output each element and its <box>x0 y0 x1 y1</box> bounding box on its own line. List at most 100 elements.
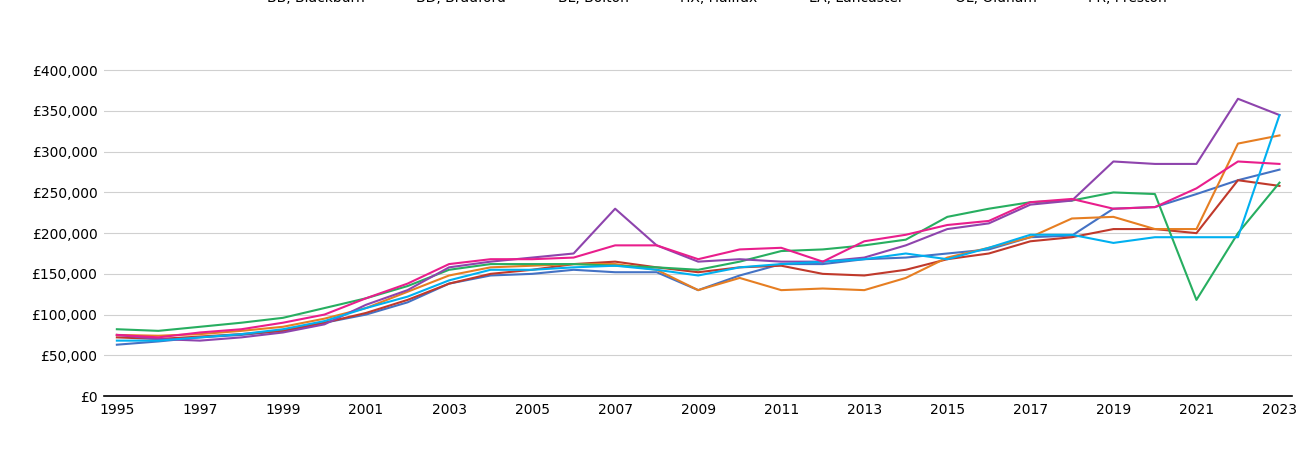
LA, Lancaster <box>192 338 207 343</box>
LA, Lancaster <box>1231 96 1246 102</box>
HX, Halifax <box>317 306 333 311</box>
LA, Lancaster <box>399 288 415 293</box>
BD, Bradford <box>690 270 706 275</box>
HX, Halifax <box>110 327 125 332</box>
LA, Lancaster <box>940 226 955 232</box>
BD, Bradford <box>940 256 955 262</box>
HX, Halifax <box>1105 190 1121 195</box>
BL, Bolton <box>1189 226 1205 232</box>
LA, Lancaster <box>1064 198 1079 203</box>
OL, Oldham <box>441 278 457 283</box>
PR, Preston <box>566 255 582 260</box>
BD, Bradford <box>317 320 333 325</box>
HX, Halifax <box>1231 230 1246 236</box>
BB, Blackburn <box>1147 204 1163 210</box>
BL, Bolton <box>649 267 664 273</box>
LA, Lancaster <box>358 302 373 307</box>
HX, Halifax <box>566 261 582 267</box>
OL, Oldham <box>607 263 622 268</box>
OL, Oldham <box>649 267 664 273</box>
BD, Bradford <box>525 267 540 273</box>
LA, Lancaster <box>483 259 499 264</box>
LA, Lancaster <box>814 259 830 264</box>
Legend: BB, Blackburn, BD, Bradford, BL, Bolton, HX, Halifax, LA, Lancaster, OL, Oldham,: BB, Blackburn, BD, Bradford, BL, Bolton,… <box>224 0 1172 11</box>
HX, Halifax <box>358 296 373 301</box>
BB, Blackburn <box>981 247 997 252</box>
HX, Halifax <box>441 267 457 273</box>
HX, Halifax <box>1189 297 1205 302</box>
BL, Bolton <box>690 288 706 293</box>
HX, Halifax <box>399 284 415 289</box>
BB, Blackburn <box>525 271 540 277</box>
HX, Halifax <box>1147 191 1163 197</box>
OL, Oldham <box>898 251 913 256</box>
PR, Preston <box>690 256 706 262</box>
BD, Bradford <box>358 310 373 315</box>
BB, Blackburn <box>399 300 415 305</box>
OL, Oldham <box>690 273 706 278</box>
PR, Preston <box>525 256 540 262</box>
PR, Preston <box>940 222 955 228</box>
BB, Blackburn <box>150 339 166 344</box>
HX, Halifax <box>275 315 291 320</box>
PR, Preston <box>399 281 415 286</box>
PR, Preston <box>981 218 997 224</box>
BD, Bradford <box>898 267 913 273</box>
BD, Bradford <box>275 328 291 333</box>
PR, Preston <box>1189 186 1205 191</box>
LA, Lancaster <box>774 259 790 264</box>
BL, Bolton <box>1231 141 1246 146</box>
OL, Oldham <box>940 256 955 262</box>
BB, Blackburn <box>732 273 748 278</box>
OL, Oldham <box>317 319 333 324</box>
BD, Bradford <box>981 251 997 256</box>
Line: BB, Blackburn: BB, Blackburn <box>117 170 1279 345</box>
PR, Preston <box>898 232 913 238</box>
PR, Preston <box>441 261 457 267</box>
Line: BL, Bolton: BL, Bolton <box>117 135 1279 336</box>
LA, Lancaster <box>566 251 582 256</box>
LA, Lancaster <box>1189 161 1205 166</box>
OL, Oldham <box>774 261 790 267</box>
LA, Lancaster <box>150 336 166 342</box>
BB, Blackburn <box>566 267 582 273</box>
HX, Halifax <box>150 328 166 333</box>
BB, Blackburn <box>1271 167 1287 172</box>
HX, Halifax <box>649 265 664 270</box>
BB, Blackburn <box>234 332 249 338</box>
BB, Blackburn <box>649 270 664 275</box>
BD, Bradford <box>1231 177 1246 183</box>
PR, Preston <box>732 247 748 252</box>
BL, Bolton <box>981 245 997 251</box>
HX, Halifax <box>1271 180 1287 185</box>
OL, Oldham <box>1023 232 1039 238</box>
HX, Halifax <box>1023 199 1039 205</box>
LA, Lancaster <box>649 243 664 248</box>
BL, Bolton <box>566 261 582 267</box>
BL, Bolton <box>192 331 207 337</box>
HX, Halifax <box>856 243 872 248</box>
BB, Blackburn <box>898 255 913 260</box>
BB, Blackburn <box>1023 234 1039 240</box>
BL, Bolton <box>441 273 457 278</box>
BB, Blackburn <box>317 320 333 325</box>
OL, Oldham <box>150 338 166 343</box>
OL, Oldham <box>814 259 830 264</box>
LA, Lancaster <box>110 332 125 338</box>
HX, Halifax <box>940 214 955 220</box>
LA, Lancaster <box>441 265 457 270</box>
Line: PR, Preston: PR, Preston <box>117 162 1279 338</box>
BL, Bolton <box>1271 133 1287 138</box>
BL, Bolton <box>898 275 913 281</box>
BD, Bradford <box>1271 183 1287 189</box>
LA, Lancaster <box>1147 161 1163 166</box>
HX, Halifax <box>774 248 790 254</box>
BL, Bolton <box>774 288 790 293</box>
BD, Bradford <box>1105 226 1121 232</box>
BB, Blackburn <box>1231 177 1246 183</box>
HX, Halifax <box>483 261 499 267</box>
PR, Preston <box>1064 196 1079 202</box>
BL, Bolton <box>732 275 748 281</box>
BL, Bolton <box>1064 216 1079 221</box>
LA, Lancaster <box>234 335 249 340</box>
